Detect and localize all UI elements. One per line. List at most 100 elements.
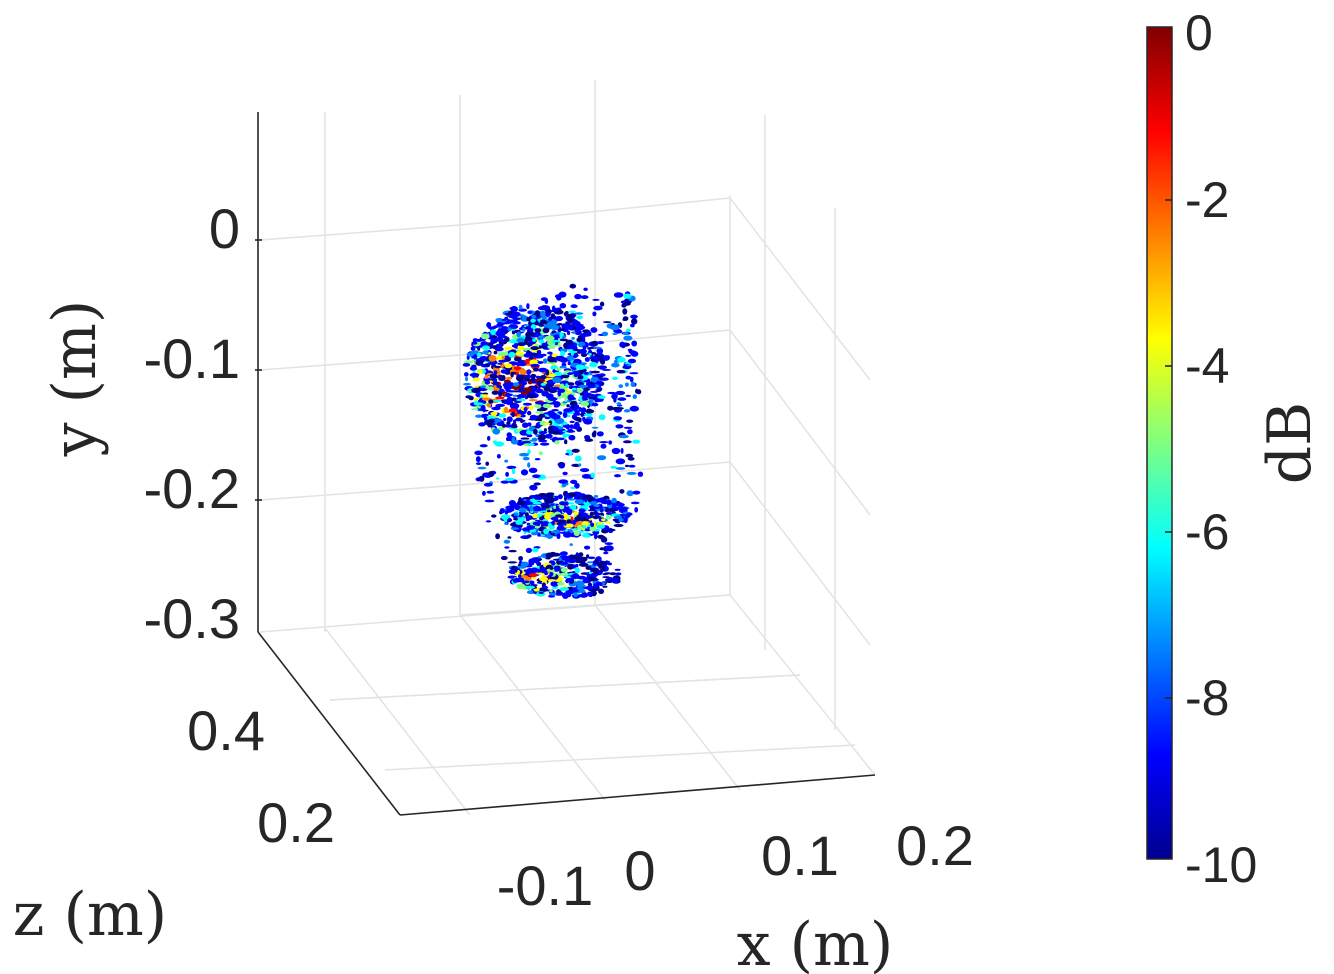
scatter-point xyxy=(625,354,632,357)
scatter-point xyxy=(590,327,598,333)
scatter-point xyxy=(534,328,542,333)
scatter-point xyxy=(491,406,501,411)
scatter-point xyxy=(611,362,620,368)
scatter-point xyxy=(582,329,590,333)
scatter-point xyxy=(597,455,607,461)
scatter-point xyxy=(578,418,582,423)
scatter-point xyxy=(630,323,635,328)
scatter-point xyxy=(585,565,592,570)
scatter-point xyxy=(517,565,527,569)
scatter-point xyxy=(561,483,567,488)
scatter-point xyxy=(498,391,503,397)
scatter-point xyxy=(513,577,522,583)
scatter-point xyxy=(602,321,612,324)
scatter-point xyxy=(478,475,485,482)
scatter-point xyxy=(578,552,584,557)
colorbar-tick-label: 0 xyxy=(1185,5,1213,61)
scatter-point xyxy=(590,376,599,383)
scatter-point xyxy=(620,447,624,454)
scatter-point xyxy=(527,443,535,446)
scatter-point xyxy=(574,293,582,300)
scatter-point xyxy=(612,332,618,335)
scatter-point xyxy=(537,380,542,387)
scatter-point xyxy=(522,402,532,406)
scatter-point xyxy=(540,297,548,302)
scatter-point xyxy=(576,584,586,588)
scatter-point xyxy=(511,330,516,335)
scatter-point xyxy=(587,591,592,596)
scatter-point xyxy=(583,413,593,417)
scatter-point xyxy=(503,417,507,422)
scatter-point xyxy=(496,322,504,327)
scatter-point xyxy=(583,371,589,375)
scatter-point xyxy=(504,459,509,463)
scatter-point xyxy=(498,413,507,418)
scatter-point xyxy=(561,323,571,329)
scatter-point xyxy=(556,533,561,540)
scatter-point xyxy=(505,320,511,324)
scatter-point xyxy=(605,521,610,524)
scatter-point xyxy=(558,388,566,393)
scatter-point xyxy=(522,422,529,429)
scatter-point xyxy=(587,509,595,512)
scatter-point xyxy=(578,406,582,412)
scatter-point xyxy=(539,310,546,317)
scatter-point xyxy=(505,376,513,380)
scatter-point xyxy=(534,525,540,529)
scatter-point xyxy=(553,566,561,572)
scatter-point xyxy=(508,549,517,553)
scatter-point xyxy=(572,331,577,334)
scatter-point xyxy=(632,394,637,399)
scatter-point xyxy=(495,533,500,540)
scatter-point xyxy=(535,354,544,359)
scatter-point xyxy=(595,398,604,402)
scatter-point xyxy=(507,327,512,332)
scatter-point xyxy=(599,377,609,381)
scatter-point xyxy=(531,531,539,535)
scatter-point xyxy=(546,509,551,513)
scatter-point xyxy=(607,562,612,566)
scatter-point xyxy=(516,583,526,590)
scatter-point xyxy=(571,573,580,579)
y-tick-label: -0.3 xyxy=(144,587,241,650)
scatter-point xyxy=(627,456,635,461)
scatter-point xyxy=(483,482,493,487)
scatter-point xyxy=(582,525,587,529)
scatter-point xyxy=(551,520,555,526)
scatter-point xyxy=(566,355,575,361)
scatter-point xyxy=(526,369,532,375)
scatter-point xyxy=(572,349,582,351)
scatter-point xyxy=(553,401,561,408)
x-tick-label: 0.1 xyxy=(761,824,839,887)
scatter-point xyxy=(525,547,533,554)
scatter-point xyxy=(558,463,565,469)
scatter-point xyxy=(534,401,543,405)
scatter-point xyxy=(566,519,572,524)
scatter-point xyxy=(567,382,575,386)
scatter-point xyxy=(532,505,541,511)
scatter-point xyxy=(527,525,535,530)
scatter-point xyxy=(547,579,557,582)
scatter-point xyxy=(593,504,600,507)
scatter-point xyxy=(593,495,599,498)
scatter-point xyxy=(551,409,559,412)
x-tick-label: -0.1 xyxy=(497,854,594,917)
scatter-point xyxy=(483,416,488,421)
scatter-point xyxy=(495,356,503,361)
scatter-point xyxy=(485,461,490,466)
scatter-point xyxy=(573,531,580,537)
scatter-point xyxy=(565,383,569,388)
scatter-point xyxy=(545,497,555,504)
scatter-point xyxy=(547,351,553,355)
scatter-point xyxy=(599,508,604,513)
scatter-point xyxy=(570,486,576,489)
scatter-point xyxy=(567,563,574,570)
scatter-point xyxy=(493,385,497,390)
scatter-point xyxy=(518,514,523,518)
scatter-point xyxy=(596,380,603,384)
scatter-point xyxy=(518,507,527,513)
scatter-point xyxy=(623,293,632,299)
scatter-point xyxy=(504,346,513,350)
scatter-point xyxy=(597,395,606,399)
scatter-point xyxy=(550,386,560,391)
